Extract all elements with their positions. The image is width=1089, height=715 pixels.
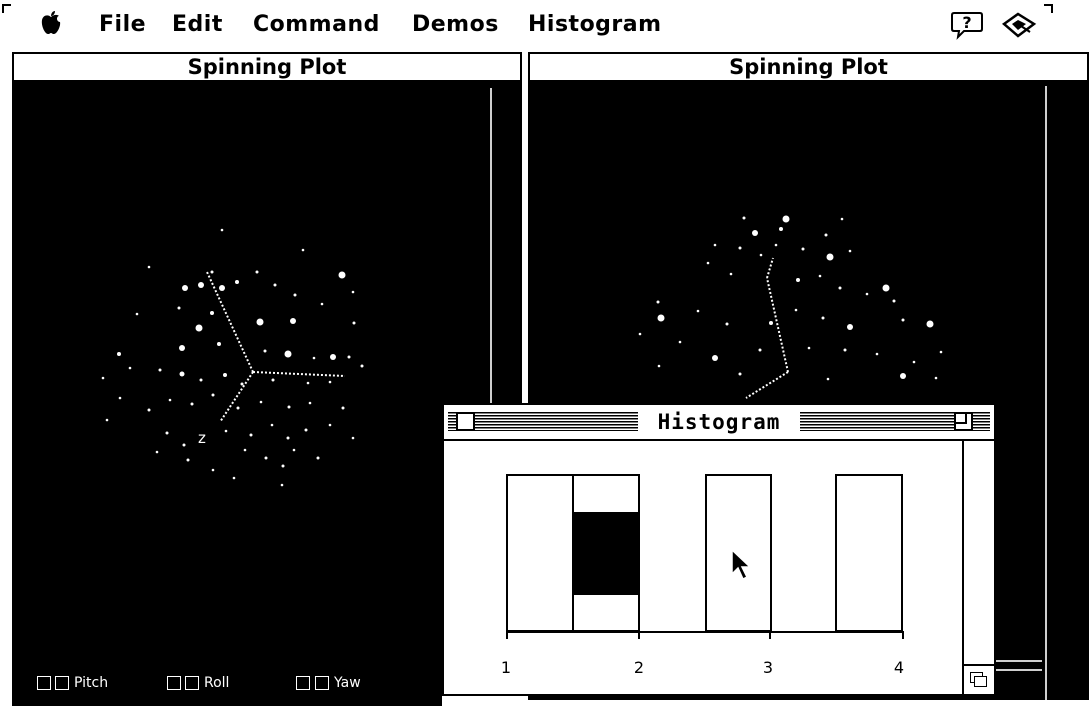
yaw-checkbox-left[interactable] (296, 676, 310, 690)
title-stripes (448, 412, 638, 431)
window-title-bar[interactable]: Spinning Plot (528, 52, 1089, 82)
spinning-plot-canvas[interactable]: z (12, 82, 522, 660)
bar-selected-fill (574, 512, 638, 595)
menu-command[interactable]: Command (253, 12, 380, 37)
grow-box-icon[interactable] (964, 664, 994, 694)
menu-edit[interactable]: Edit (172, 12, 223, 37)
scrollbar-divider (996, 669, 1042, 671)
application-icon[interactable] (1000, 10, 1040, 44)
tick-label: 4 (893, 658, 905, 677)
roll-checkbox-left[interactable] (167, 676, 181, 690)
menu-file[interactable]: File (99, 12, 147, 37)
tick-label: 3 (762, 658, 774, 677)
scrollbar-divider (996, 660, 1042, 662)
yaw-label: Yaw (334, 675, 361, 691)
histogram-title-bar[interactable]: Histogram (444, 405, 994, 441)
menu-histogram[interactable]: Histogram (528, 12, 662, 37)
zoom-box-icon[interactable] (954, 412, 973, 431)
histogram-bar[interactable] (572, 474, 640, 632)
axis-tick (638, 631, 640, 639)
histogram-x-axis (506, 631, 904, 633)
roll-label: Roll (204, 675, 230, 691)
axis-tick (769, 631, 771, 639)
arrow-cursor-icon (730, 548, 752, 586)
screen-corner (1044, 4, 1053, 13)
axis-tick (902, 631, 904, 639)
pitch-checkbox-right[interactable] (55, 676, 69, 690)
screen-corner (2, 4, 11, 13)
apple-menu-icon[interactable] (40, 10, 62, 40)
title-stripes (800, 412, 990, 431)
histogram-window: Histogram 1 2 3 4 (442, 403, 996, 696)
rotation-controls: Pitch Roll Yaw (12, 660, 442, 706)
scrollbar-track[interactable] (490, 88, 492, 660)
close-box-icon[interactable] (456, 412, 475, 431)
tick-label: 1 (500, 658, 512, 677)
histogram-title: Histogram (644, 409, 794, 435)
histogram-scrollbar[interactable] (962, 439, 964, 694)
axis-tick (506, 631, 508, 639)
menu-demos[interactable]: Demos (412, 12, 499, 37)
roll-checkbox-right[interactable] (185, 676, 199, 690)
histogram-bar[interactable] (835, 474, 903, 632)
pitch-label: Pitch (74, 675, 109, 691)
svg-text:?: ? (962, 13, 971, 32)
histogram-bar[interactable] (705, 474, 772, 632)
pitch-checkbox-left[interactable] (37, 676, 51, 690)
histogram-bar[interactable] (506, 474, 574, 632)
help-balloon-icon[interactable]: ? (950, 10, 984, 44)
scrollbar-track[interactable] (1045, 86, 1047, 700)
window-title-bar[interactable]: Spinning Plot (12, 52, 522, 82)
yaw-checkbox-right[interactable] (315, 676, 329, 690)
menu-bar: File Edit Command Demos Histogram ? (0, 0, 1089, 46)
tick-label: 2 (633, 658, 645, 677)
z-axis-label: z (198, 429, 206, 447)
